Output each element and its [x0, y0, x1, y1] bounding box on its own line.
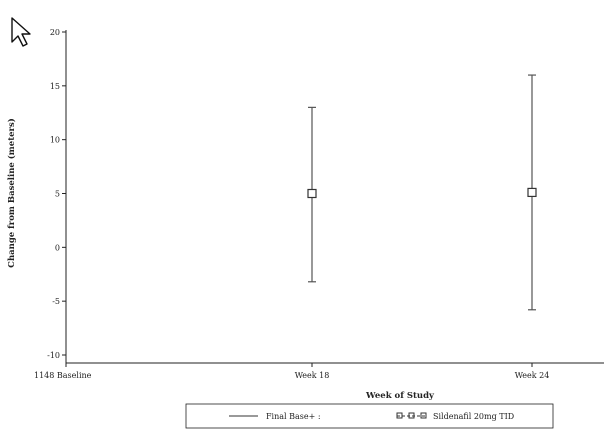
x-tick-label: Week 24	[515, 371, 550, 380]
x-axis-ticks: 1148 Baseline Week 18 Week 24	[34, 363, 549, 380]
legend-label-0: Final Base+ :	[266, 412, 321, 421]
y-axis-ticks: -10 -5 0 5 10 15 20	[47, 28, 66, 360]
x-axis-title: Week of Study	[365, 391, 435, 401]
arrow-cursor-icon	[11, 17, 31, 47]
y-tick-label: 0	[55, 243, 60, 252]
y-tick-label: -5	[52, 297, 60, 306]
legend-label-1: Sildenafil 20mg TID	[433, 412, 514, 421]
data-point-marker	[307, 188, 317, 199]
plot-axes	[65, 30, 604, 364]
error-bar-group	[307, 106, 317, 283]
y-tick-label: 10	[50, 136, 60, 145]
error-bar-group	[527, 74, 537, 311]
y-tick-label: -10	[47, 351, 60, 360]
data-marks	[307, 74, 537, 311]
x-tick-label: Week 18	[295, 371, 330, 380]
y-tick-label: 20	[50, 28, 60, 37]
legend-symbol-markers	[396, 412, 427, 419]
legend: Final Base+ : Sildenafil 20mg TID	[185, 403, 554, 429]
y-tick-label: 15	[50, 82, 60, 91]
y-axis-title: Change from Baseline (meters)	[6, 118, 17, 268]
data-point-marker	[527, 187, 537, 198]
x-tick-label: 1148 Baseline	[34, 371, 92, 380]
y-tick-label: 5	[55, 190, 60, 199]
